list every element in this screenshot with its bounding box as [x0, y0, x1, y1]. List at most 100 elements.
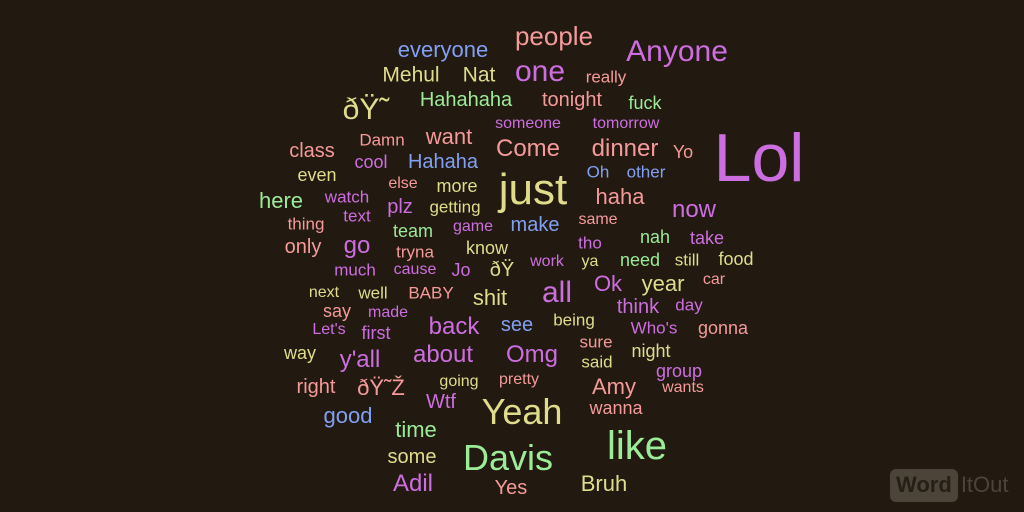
- cloud-word: think: [616, 296, 660, 318]
- cloud-word: ya: [581, 253, 599, 270]
- cloud-word: Amy: [592, 374, 636, 399]
- cloud-word: year: [641, 271, 685, 296]
- cloud-word: everyone: [397, 37, 489, 62]
- cloud-word: going: [439, 373, 479, 390]
- cloud-word: group: [655, 361, 703, 381]
- cloud-word: about: [412, 341, 474, 368]
- cloud-word: time: [395, 417, 437, 442]
- cloud-word: tho: [578, 233, 602, 253]
- cloud-word: make: [510, 214, 560, 236]
- cloud-word: still: [674, 250, 700, 270]
- cloud-word: other: [626, 162, 666, 182]
- logo-it: It: [960, 472, 974, 497]
- cloud-word: just: [498, 165, 568, 214]
- cloud-word: only: [284, 236, 322, 258]
- logo-tail: ItOut: [961, 472, 1009, 498]
- cloud-word: getting: [429, 197, 481, 217]
- cloud-word: pretty: [498, 371, 540, 388]
- cloud-word: good: [323, 403, 373, 428]
- cloud-word: same: [578, 211, 618, 228]
- cloud-word: cool: [354, 152, 388, 172]
- cloud-word: Davis: [462, 437, 554, 478]
- cloud-word: wants: [662, 379, 704, 396]
- cloud-word: ðŸ: [489, 259, 515, 281]
- cloud-word: Hahahaha: [419, 89, 513, 111]
- cloud-word: game: [452, 218, 494, 235]
- cloud-word: haha: [595, 184, 645, 209]
- cloud-word: Come: [495, 135, 561, 162]
- cloud-word: way: [283, 343, 317, 363]
- cloud-word: know: [465, 238, 509, 258]
- cloud-word: car: [702, 271, 726, 288]
- cloud-word: team: [392, 221, 434, 241]
- logo-word-box: Word: [890, 468, 958, 502]
- cloud-word: much: [334, 260, 376, 280]
- cloud-word: watch: [324, 187, 370, 207]
- logo-out: Out: [973, 472, 1009, 497]
- cloud-word: plz: [387, 196, 413, 218]
- cloud-word: all: [541, 276, 573, 309]
- cloud-word: tomorrow: [592, 115, 660, 132]
- cloud-word: back: [428, 313, 480, 340]
- cloud-word: Anyone: [626, 35, 728, 68]
- cloud-word: being: [553, 310, 595, 330]
- cloud-word: people: [514, 21, 594, 51]
- cloud-word: Mehul: [382, 63, 440, 87]
- cloud-word: Bruh: [580, 471, 628, 496]
- cloud-word: Lol: [713, 120, 805, 196]
- cloud-word: Wtf: [426, 391, 456, 413]
- cloud-word: even: [297, 165, 337, 185]
- cloud-word: BABY: [408, 283, 454, 303]
- cloud-word: some: [387, 446, 437, 468]
- cloud-word: ðŸ˜: [342, 93, 390, 126]
- cloud-word: Yo: [672, 142, 694, 162]
- cloud-word: Let's: [312, 321, 346, 338]
- cloud-word: next: [308, 284, 340, 301]
- cloud-word: gonna: [697, 318, 749, 338]
- cloud-word: thing: [287, 214, 325, 234]
- cloud-word: cause: [393, 261, 437, 278]
- cloud-word: else: [388, 175, 418, 192]
- cloud-word: fuck: [628, 93, 662, 113]
- cloud-word: Who's: [630, 318, 678, 338]
- cloud-word: see: [500, 314, 534, 336]
- cloud-word: want: [425, 124, 473, 149]
- cloud-word: y'all: [339, 346, 381, 373]
- cloud-word: tonight: [541, 89, 603, 111]
- cloud-word: go: [343, 232, 371, 259]
- cloud-word: night: [631, 341, 671, 361]
- cloud-word: food: [718, 249, 754, 269]
- cloud-word: dinner: [591, 135, 659, 162]
- cloud-word: Jo: [451, 260, 471, 280]
- cloud-word: Hahaha: [407, 151, 479, 173]
- cloud-word: shit: [472, 285, 508, 310]
- cloud-word: nah: [639, 227, 671, 247]
- cloud-word: one: [514, 55, 566, 88]
- cloud-word: Oh: [586, 162, 610, 182]
- cloud-word: right: [296, 376, 336, 398]
- cloud-word: Omg: [505, 341, 559, 368]
- cloud-word: said: [581, 352, 613, 372]
- cloud-word: ðŸ˜Ž: [357, 375, 405, 400]
- cloud-word: Damn: [359, 130, 405, 150]
- wordle-logo[interactable]: Word ItOut: [890, 468, 1016, 502]
- cloud-word: tryna: [396, 242, 434, 262]
- cloud-word: say: [322, 301, 352, 321]
- cloud-word: text: [343, 206, 371, 226]
- cloud-word: work: [530, 253, 564, 270]
- cloud-word: made: [367, 304, 409, 321]
- cloud-word: Nat: [462, 63, 496, 87]
- cloud-word: wanna: [589, 398, 643, 418]
- cloud-word: sure: [579, 332, 613, 352]
- cloud-word: Ok: [593, 271, 623, 296]
- cloud-word: really: [585, 67, 627, 87]
- cloud-word: like: [606, 424, 668, 468]
- cloud-word: now: [671, 196, 717, 223]
- cloud-word: here: [258, 188, 304, 213]
- cloud-word: Yeah: [481, 391, 563, 432]
- cloud-word: more: [436, 176, 478, 196]
- cloud-word: well: [358, 283, 388, 303]
- cloud-word: day: [675, 295, 703, 315]
- cloud-word: first: [361, 323, 391, 343]
